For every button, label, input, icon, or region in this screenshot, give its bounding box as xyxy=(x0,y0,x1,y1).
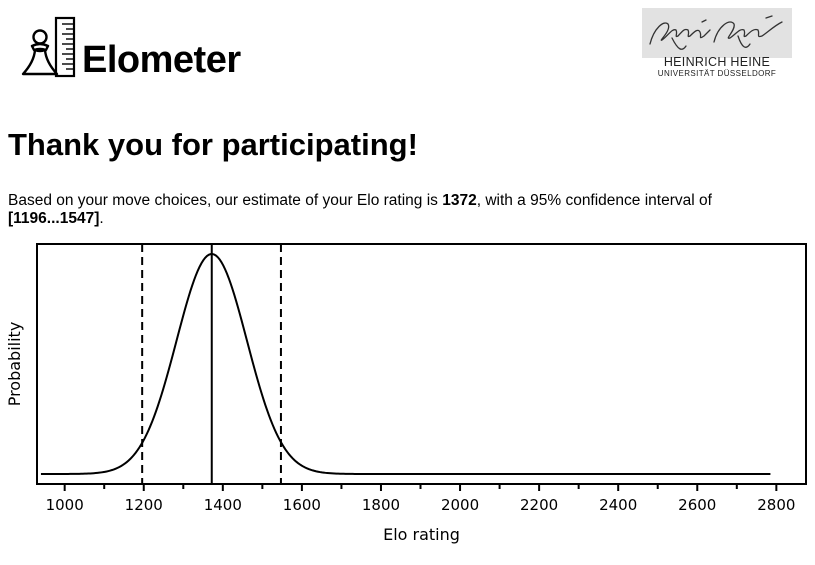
x-tick-label: 2600 xyxy=(678,496,716,514)
app-name: Elometer xyxy=(82,39,241,81)
chart-svg: 1000 1200 1400 1600 1800 2000 2200 2400 2600 2800… xyxy=(5,243,807,544)
x-tick-label: 2200 xyxy=(520,496,558,514)
result-text-middle: , with a 95% confidence interval of xyxy=(476,192,712,209)
x-tick-label: 2000 xyxy=(441,496,479,514)
y-axis-label: Probability xyxy=(5,322,24,407)
university-name: HEINRICH HEINE xyxy=(663,55,771,69)
signature-image xyxy=(642,8,792,58)
elo-estimate: 1372 xyxy=(442,192,477,209)
result-text: Based on your move choices, our estimate… xyxy=(8,192,798,228)
plot-frame xyxy=(36,243,807,485)
confidence-interval: [1196...1547] xyxy=(8,210,100,227)
elo-distribution-chart: 1000 1200 1400 1600 1800 2000 2200 2400 2600 2800… xyxy=(0,236,815,565)
x-tick-label: 1600 xyxy=(283,496,321,514)
handwritten-signature-icon xyxy=(649,15,783,50)
university-logo: HEINRICH HEINE UNIVERSITÄT DÜSSELDORF xyxy=(638,6,796,80)
chess-pawn-ruler-icon xyxy=(21,16,76,78)
result-text-before: Based on your move choices, our estimate… xyxy=(8,192,443,209)
x-tick-label: 1800 xyxy=(362,496,400,514)
x-tick-label: 2400 xyxy=(599,496,637,514)
page-title: Thank you for participating! xyxy=(8,127,418,162)
university-subname: UNIVERSITÄT DÜSSELDORF xyxy=(657,69,777,78)
x-tick-label: 2800 xyxy=(757,496,795,514)
x-tick-label: 1000 xyxy=(46,496,84,514)
probability-curve xyxy=(40,253,771,475)
x-tick-label: 1400 xyxy=(204,496,242,514)
result-text-after: . xyxy=(99,210,104,227)
elometer-logo: Elometer xyxy=(20,16,260,81)
x-tick-label: 1200 xyxy=(125,496,163,514)
x-axis-label: Elo rating xyxy=(383,525,460,544)
